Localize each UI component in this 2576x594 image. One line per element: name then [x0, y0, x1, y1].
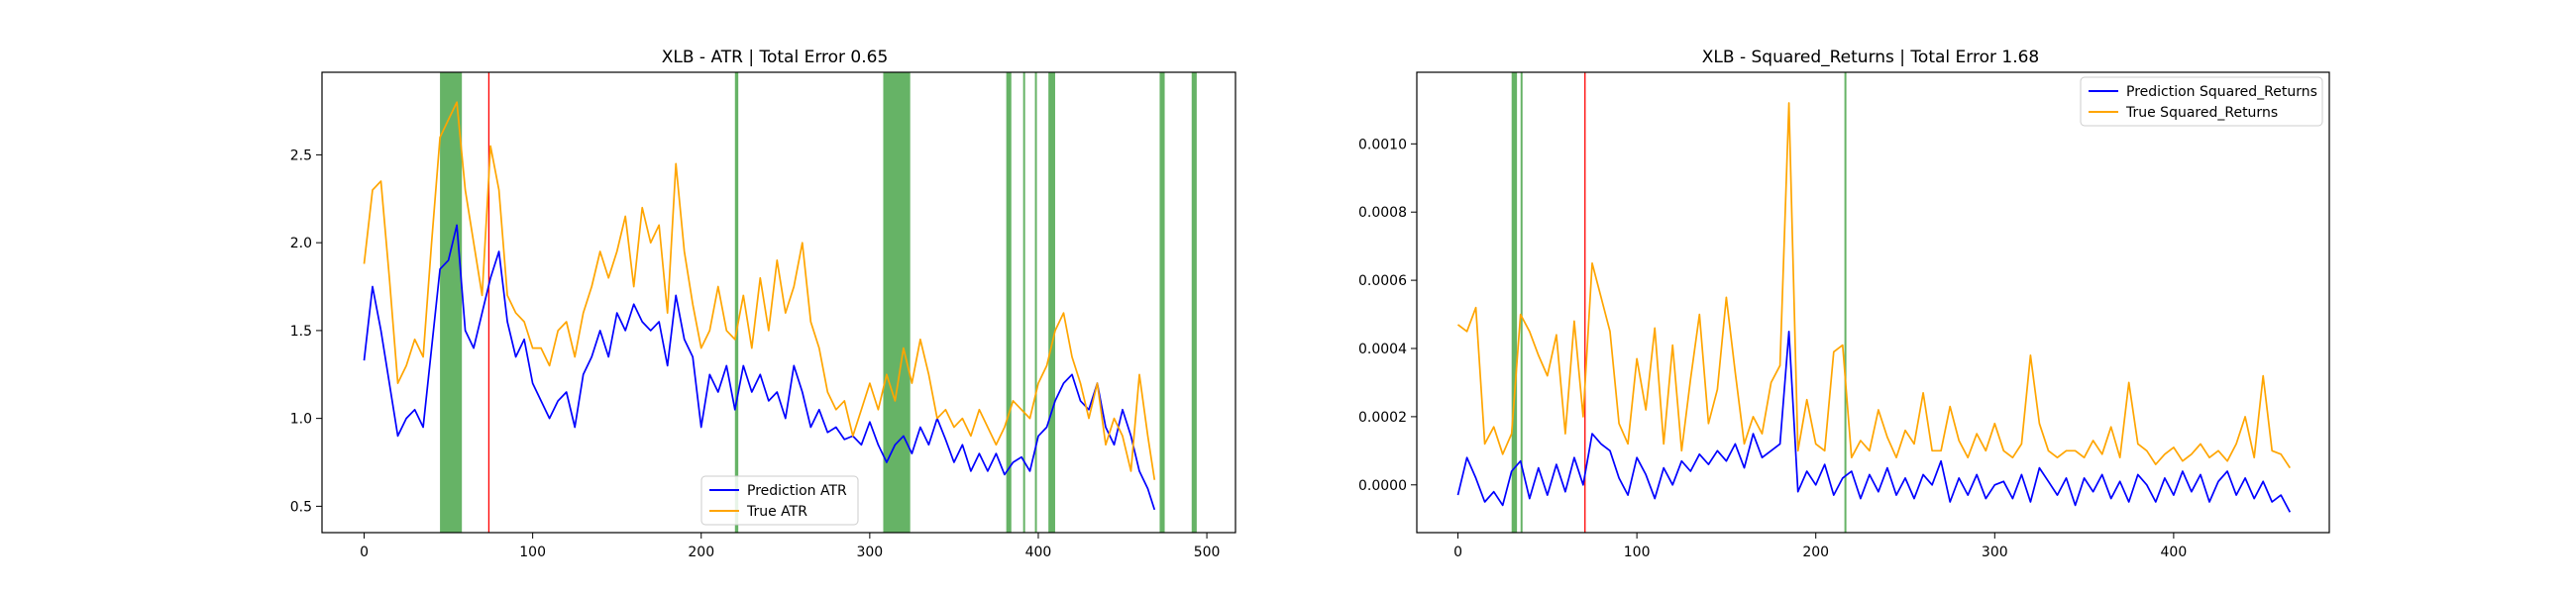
green-bands [1511, 72, 1847, 533]
legend-label-true: True Squared_Returns [2125, 105, 2278, 121]
chart-atr: XLB - ATR | Total Error 0.65 0 100 200 300 4… [290, 48, 1236, 560]
plot-frame [1416, 71, 2330, 534]
green-band [440, 72, 463, 533]
x-tick-label: 200 [688, 544, 714, 560]
y-tick-label: 0.0006 [1358, 273, 1407, 289]
green-band [1159, 72, 1165, 533]
legend: Prediction Squared_Returns True Squared_… [2080, 76, 2323, 127]
x-tick-label: 200 [1802, 544, 1829, 560]
legend-box [700, 475, 859, 526]
legend-box [2080, 76, 2323, 127]
green-bands [440, 72, 1197, 533]
y-tick-label: 0.0010 [1358, 137, 1407, 152]
green-band [1048, 72, 1055, 533]
green-band [1022, 72, 1025, 533]
y-tick-label: 2.0 [290, 236, 312, 251]
y-tick-label: 0.0002 [1358, 410, 1407, 426]
series-lines [1456, 102, 2292, 513]
chart-title: XLB - ATR | Total Error 0.65 [662, 48, 889, 67]
x-tick-label: 500 [1194, 544, 1221, 560]
y-tick-label: 0.0000 [1358, 478, 1407, 494]
series-lines [363, 101, 1156, 511]
y-tick-label: 0.5 [290, 499, 312, 515]
x-tick-label: 100 [519, 544, 546, 560]
legend-label-true: True ATR [746, 504, 807, 520]
green-band [883, 72, 911, 533]
x-tick-label: 300 [856, 544, 883, 560]
prediction-series-line [1456, 330, 2292, 513]
chart-title: XLB - Squared_Returns | Total Error 1.68 [1702, 48, 2039, 67]
legend-label-prediction: Prediction Squared_Returns [2126, 84, 2317, 100]
x-tick-label: 400 [2161, 544, 2188, 560]
x-tick-label: 0 [1453, 544, 1462, 560]
true-series-line [363, 101, 1156, 480]
green-band [1520, 72, 1523, 533]
y-tick-label: 0.0008 [1358, 205, 1407, 221]
green-band [1844, 72, 1847, 533]
green-band [1191, 72, 1197, 533]
green-band [1511, 72, 1518, 533]
legend-label-prediction: Prediction ATR [747, 483, 847, 499]
x-tick-label: 300 [1982, 544, 2008, 560]
green-band [734, 72, 739, 533]
green-band [1034, 72, 1037, 533]
y-axis-ticks: 0.5 1.0 1.5 2.0 2.5 [290, 148, 322, 515]
true-series-line [1456, 102, 2292, 469]
plot-frame [321, 71, 1236, 534]
legend: Prediction ATR True ATR [700, 475, 859, 526]
chart-squared-returns: XLB - Squared_Returns | Total Error 1.68… [1358, 48, 2330, 560]
x-axis-ticks: 0 100 200 300 400 [1453, 533, 2187, 560]
y-tick-label: 1.5 [290, 324, 312, 340]
prediction-series-line [363, 224, 1156, 511]
x-axis-ticks: 0 100 200 300 400 500 [360, 533, 1220, 560]
green-band [1006, 72, 1012, 533]
y-tick-label: 0.0004 [1358, 342, 1407, 357]
y-axis-ticks: 0.0000 0.0002 0.0004 0.0006 0.0008 0.0010 [1358, 137, 1417, 494]
x-tick-label: 100 [1624, 544, 1651, 560]
x-tick-label: 0 [360, 544, 369, 560]
y-tick-label: 2.5 [290, 148, 312, 163]
x-tick-label: 400 [1025, 544, 1052, 560]
y-tick-label: 1.0 [290, 412, 312, 428]
